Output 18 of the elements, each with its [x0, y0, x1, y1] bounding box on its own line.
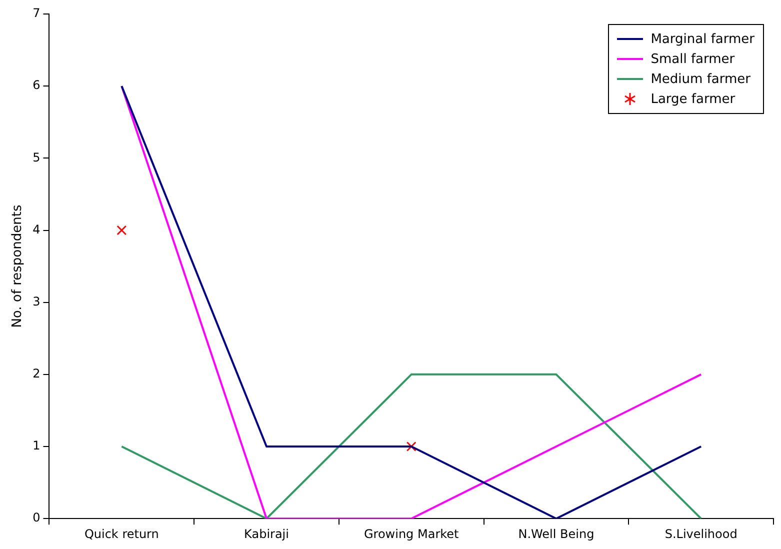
legend-label: Large farmer: [650, 92, 736, 106]
y-tick-label: 1: [32, 438, 40, 453]
y-tick-label: 5: [32, 150, 40, 164]
y-tick-label: 6: [32, 78, 40, 92]
y-tick-label: 0: [32, 510, 40, 525]
y-tick-label: 7: [32, 6, 40, 20]
y-tick-label: 2: [32, 366, 40, 381]
x-tick-label: Quick return: [84, 526, 159, 541]
legend-label: Medium farmer: [650, 72, 750, 86]
y-tick-label: 4: [32, 222, 40, 236]
x-tick-label: Growing Market: [364, 526, 460, 541]
y-axis-title: No. of respondents: [10, 204, 26, 328]
x-tick-label: S.Livelihood: [664, 526, 738, 541]
legend-label: Marginal farmer: [650, 32, 754, 46]
x-tick-label: N.Well Being: [518, 526, 594, 541]
legend-label: Small farmer: [650, 52, 735, 66]
x-tick-label: Kabiraji: [244, 526, 289, 541]
y-tick-label: 3: [32, 294, 40, 308]
